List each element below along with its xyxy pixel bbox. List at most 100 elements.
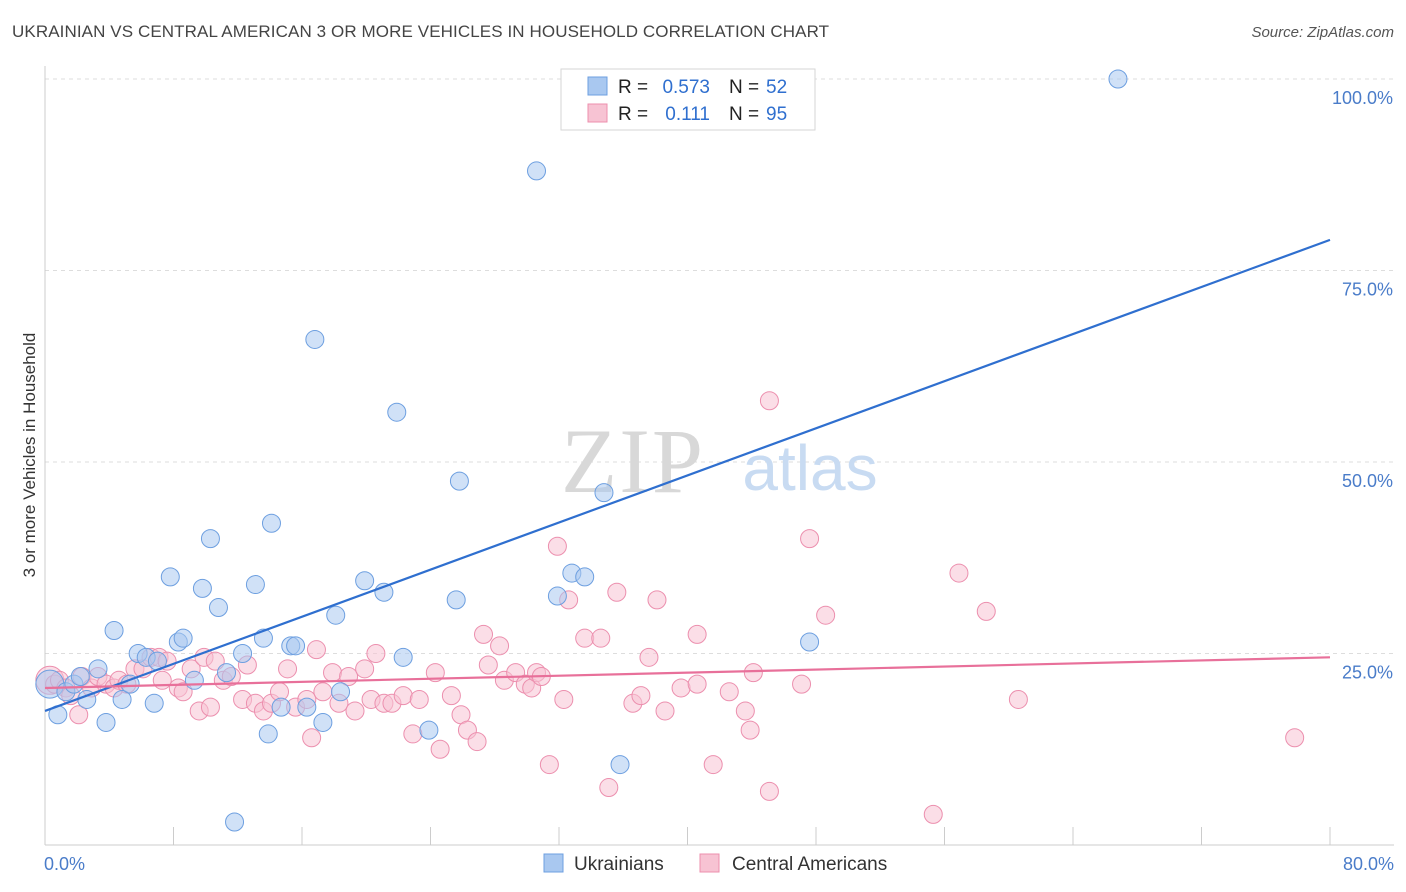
data-point bbox=[160, 567, 180, 587]
legend-n-label-1: N = bbox=[729, 77, 759, 98]
data-point bbox=[647, 590, 667, 610]
data-point bbox=[403, 724, 423, 744]
data-point bbox=[345, 701, 365, 721]
legend-n-label-2: N = bbox=[729, 104, 759, 125]
data-point bbox=[687, 624, 707, 644]
data-point bbox=[192, 578, 212, 598]
data-point bbox=[554, 689, 574, 709]
data-point bbox=[278, 659, 298, 679]
legend-r-label-2: R = bbox=[618, 104, 648, 125]
data-point bbox=[70, 666, 90, 686]
data-point bbox=[610, 755, 630, 775]
data-point bbox=[976, 601, 996, 621]
data-point bbox=[261, 513, 281, 533]
data-point bbox=[217, 663, 237, 683]
data-point bbox=[547, 536, 567, 556]
data-point bbox=[703, 755, 723, 775]
x-tick-label-min: 0.0% bbox=[44, 854, 85, 874]
data-point bbox=[740, 720, 760, 740]
data-point bbox=[297, 697, 317, 717]
legend-swatch-ukrainians bbox=[587, 76, 608, 96]
data-point bbox=[393, 686, 413, 706]
axes bbox=[44, 66, 1394, 846]
trend-lines bbox=[44, 238, 1331, 712]
data-point bbox=[387, 402, 407, 422]
legend-r-value-1: 0.573 bbox=[662, 77, 710, 98]
trend-line bbox=[44, 238, 1331, 712]
series-legend: Ukrainians Central Americans bbox=[543, 853, 887, 875]
data-point bbox=[949, 563, 969, 583]
data-point bbox=[1285, 728, 1305, 748]
data-point bbox=[184, 670, 204, 690]
y-tick-label: 75.0% bbox=[1342, 280, 1393, 300]
y-axis-label: 3 or more Vehicles in Household bbox=[20, 332, 39, 578]
data-point bbox=[687, 674, 707, 694]
data-point bbox=[599, 778, 619, 798]
data-point bbox=[735, 701, 755, 721]
data-point bbox=[591, 628, 611, 648]
data-point bbox=[594, 483, 614, 503]
data-point bbox=[547, 586, 567, 606]
data-point bbox=[205, 651, 225, 671]
y-tick-label: 50.0% bbox=[1342, 471, 1393, 491]
data-point bbox=[306, 640, 326, 660]
data-point bbox=[425, 663, 445, 683]
data-point bbox=[816, 605, 836, 625]
data-point bbox=[719, 682, 739, 702]
data-point bbox=[655, 701, 675, 721]
data-point bbox=[671, 678, 691, 698]
data-point bbox=[88, 659, 108, 679]
series-legend-swatch-ukrainians bbox=[543, 853, 564, 873]
data-point bbox=[366, 644, 386, 663]
chart-title: UKRAINIAN VS CENTRAL AMERICAN 3 OR MORE … bbox=[12, 22, 830, 41]
data-point bbox=[323, 663, 343, 683]
data-point bbox=[575, 567, 595, 587]
data-point bbox=[449, 471, 469, 491]
data-point bbox=[759, 391, 779, 411]
data-point bbox=[446, 590, 466, 610]
series-legend-label-central-americans: Central Americans bbox=[732, 854, 887, 875]
series-legend-swatch-central-americans bbox=[699, 853, 720, 873]
legend-n-value-1: 52 bbox=[766, 77, 787, 98]
data-point bbox=[104, 621, 124, 641]
data-point bbox=[96, 712, 116, 732]
data-point bbox=[409, 689, 429, 709]
y-tick-labels: 100.0% 75.0% 50.0% 25.0% bbox=[1332, 88, 1393, 683]
data-point bbox=[313, 712, 333, 732]
data-point bbox=[355, 659, 375, 679]
data-point bbox=[474, 624, 494, 644]
watermark-atlas: atlas bbox=[742, 432, 877, 504]
data-point bbox=[800, 529, 820, 549]
data-point bbox=[792, 674, 812, 694]
legend-swatch-central-americans bbox=[587, 103, 608, 123]
data-point bbox=[1108, 69, 1128, 89]
data-point bbox=[639, 647, 659, 667]
series-ukrainians bbox=[35, 69, 1128, 832]
data-point bbox=[607, 582, 627, 602]
data-point bbox=[225, 812, 245, 832]
data-point bbox=[355, 571, 375, 591]
data-point bbox=[200, 529, 220, 549]
data-point bbox=[631, 686, 651, 706]
watermark-zip: ZIP bbox=[561, 410, 705, 512]
data-point bbox=[245, 575, 265, 595]
data-point bbox=[527, 161, 547, 181]
data-point bbox=[302, 728, 322, 748]
data-point bbox=[152, 670, 172, 690]
x-tick-label-max: 80.0% bbox=[1343, 854, 1394, 874]
source-credit: Source: ZipAtlas.com bbox=[1251, 24, 1394, 41]
data-point bbox=[313, 682, 333, 702]
data-point bbox=[173, 682, 193, 702]
data-point bbox=[271, 697, 291, 717]
data-point bbox=[326, 605, 346, 625]
y-tick-label: 100.0% bbox=[1332, 88, 1393, 108]
data-point bbox=[419, 720, 439, 740]
legend-r-value-2: 0.111 bbox=[665, 104, 710, 125]
data-point bbox=[331, 682, 351, 702]
data-point bbox=[144, 693, 164, 713]
data-point bbox=[208, 598, 228, 618]
data-point bbox=[467, 732, 487, 752]
data-point bbox=[923, 804, 943, 824]
trend-line bbox=[44, 656, 1331, 690]
